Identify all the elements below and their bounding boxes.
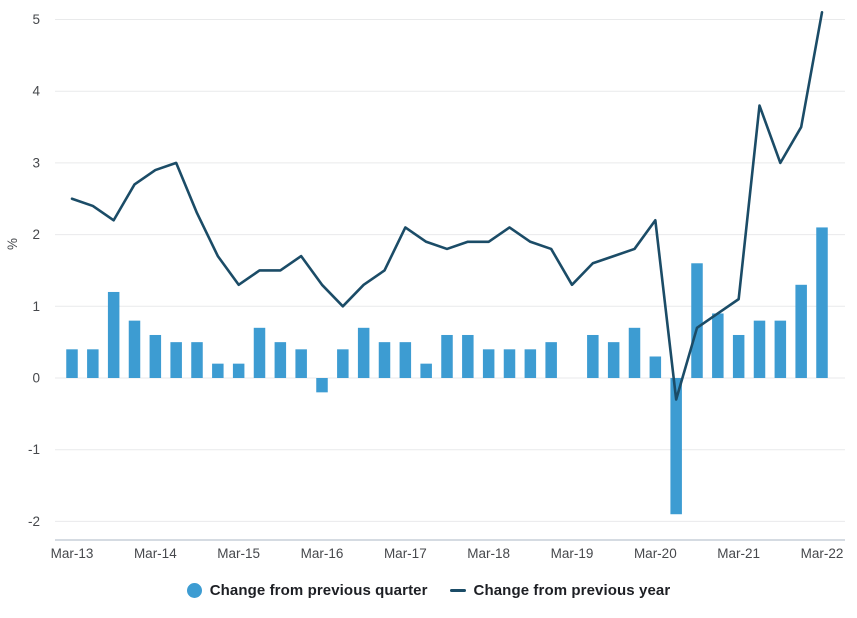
bar-Jun-14 (170, 342, 182, 378)
bar-Dec-14 (212, 363, 224, 378)
y-tick-label: -2 (28, 514, 40, 529)
year-series-dash-icon (449, 589, 466, 592)
bar-Dec-17 (462, 334, 474, 378)
bar-Jun-21 (753, 320, 766, 378)
y-tick-label: 1 (32, 299, 40, 314)
bar-Jun-15 (253, 327, 266, 378)
x-tick-label: Mar-20 (634, 546, 677, 561)
x-tick-label: Mar-15 (217, 546, 260, 561)
bar-Mar-15 (232, 363, 245, 378)
bar-Sep-18 (524, 349, 537, 378)
legend-item-quarter[interactable]: Change from previous quarter (186, 582, 428, 599)
bar-Sep-15 (274, 342, 287, 378)
legend-label-year: Change from previous year (473, 582, 671, 599)
bar-Mar-20 (649, 356, 662, 378)
x-tick-label: Mar-22 (801, 546, 844, 561)
y-tick-label: 2 (32, 227, 40, 242)
y-tick-label: 4 (32, 84, 40, 99)
chart-plot-area: 5 4 3 2 1 0 -1 -2 Mar-13 Mar-14 Mar-15 Mar-16 Mar-17… (28, 11, 845, 561)
bar-Mar-13 (66, 349, 78, 378)
bar-Sep-21 (774, 320, 787, 378)
x-tick-label: Mar-14 (134, 546, 177, 561)
bar-Dec-13 (128, 320, 141, 378)
y-tick-label: 5 (32, 12, 40, 27)
bar-Jun-13 (87, 349, 99, 378)
bar-Dec-19 (628, 327, 641, 378)
legend-label-quarter: Change from previous quarter (209, 582, 428, 599)
bar-Mar-17 (399, 342, 412, 378)
bar-Mar-14 (149, 334, 162, 378)
bar-Jun-20 (670, 378, 682, 515)
y-axis-title: % (5, 238, 20, 251)
chart-legend: Change from previous quarter Change from… (0, 582, 857, 599)
bar-Sep-13 (107, 291, 120, 378)
bar-Jun-18 (503, 349, 516, 378)
bar-Jun-19 (587, 334, 599, 378)
bar-Mar-21 (732, 334, 745, 378)
trend-line (70, 11, 824, 401)
y-tick-label: -1 (28, 442, 40, 457)
bar-Sep-14 (191, 342, 203, 378)
bar-Jun-17 (420, 363, 432, 378)
x-tick-label: Mar-16 (301, 546, 344, 561)
x-tick-label: Mar-18 (467, 546, 510, 561)
bar-Dec-16 (378, 342, 391, 378)
x-tick-label: Mar-17 (384, 546, 427, 561)
x-tick-label: Mar-13 (51, 546, 94, 561)
bar-Mar-22 (816, 227, 828, 378)
bar-Sep-16 (357, 327, 370, 378)
bar-Dec-15 (295, 349, 307, 378)
bar-Sep-19 (607, 342, 620, 378)
bar-Mar-16 (316, 378, 328, 393)
legend-item-year[interactable]: Change from previous year (449, 582, 671, 599)
x-tick-label: Mar-19 (551, 546, 594, 561)
bar-Sep-20 (691, 263, 703, 378)
x-tick-label: Mar-21 (717, 546, 760, 561)
bar-Dec-21 (795, 284, 807, 378)
y-tick-label: 0 (32, 371, 40, 386)
bar-Dec-18 (545, 342, 557, 378)
y-tick-label: 3 (32, 155, 40, 170)
quarter-series-dot-icon (186, 583, 202, 598)
bar-Jun-16 (337, 349, 349, 378)
bar-Mar-18 (482, 349, 495, 378)
bar-Dec-20 (712, 313, 724, 378)
bar-Sep-17 (441, 334, 453, 378)
